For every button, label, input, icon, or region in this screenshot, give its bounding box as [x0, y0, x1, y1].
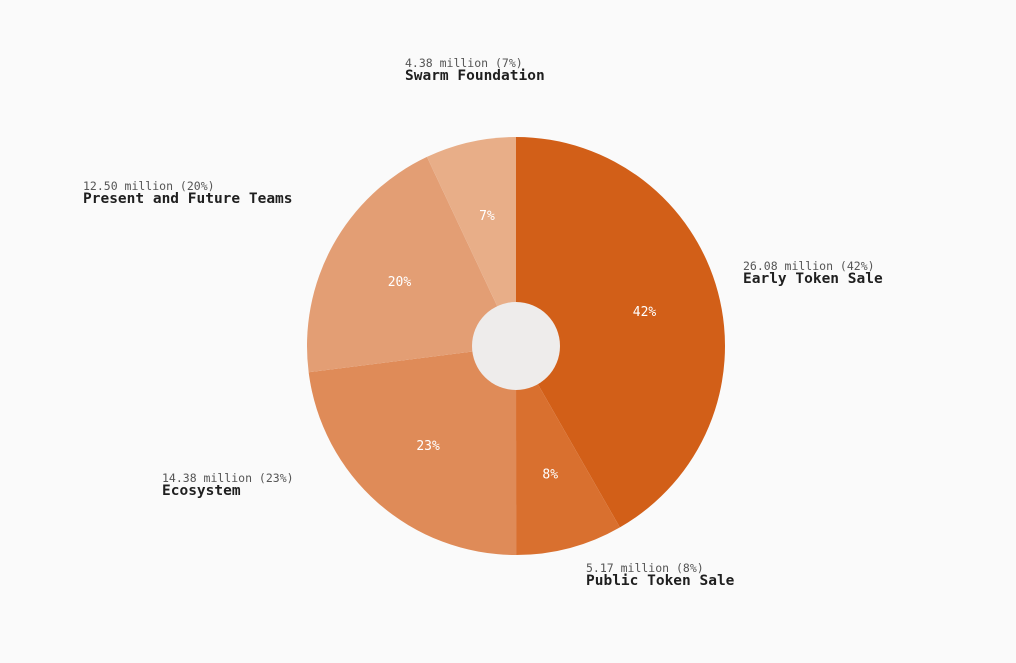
pie-slice-public-token-sale — [516, 346, 620, 555]
slice-amount-text: 12.50 million (20%) — [83, 179, 215, 193]
pie-slice-swarm-foundation — [426, 137, 516, 346]
pie-slice-ecosystem — [308, 346, 517, 556]
slice-percent-label-public-token-sale: 8% — [542, 468, 558, 483]
slice-amount-text: 4.38 million (7%) — [405, 56, 523, 70]
slice-name-text: Present and Future Teams — [83, 191, 293, 207]
slice-percent-label-ecosystem: 23% — [416, 439, 440, 454]
slice-external-label-ecosystem: 14.38 million (23%)Ecosystem — [162, 471, 294, 499]
pie-slice-early-token-sale — [516, 137, 725, 528]
slice-percent-label-present-and-future-teams: 20% — [388, 275, 412, 290]
pie-slices — [306, 137, 725, 556]
slice-external-label-present-and-future-teams: 12.50 million (20%)Present and Future Te… — [83, 179, 293, 207]
slice-percent-label-early-token-sale: 42% — [633, 305, 657, 320]
slice-external-label-public-token-sale: 5.17 million (8%)Public Token Sale — [586, 561, 735, 589]
slice-name-text: Ecosystem — [162, 483, 241, 499]
slice-name-text: Swarm Foundation — [405, 68, 545, 84]
slice-external-label-swarm-foundation: 4.38 million (7%)Swarm Foundation — [405, 56, 545, 84]
slice-percent-labels: 42% 8% 23% 20% 7% — [388, 209, 657, 482]
slice-external-labels: 26.08 million (42%)Early Token Sale 5.17 … — [83, 56, 883, 589]
slice-external-label-early-token-sale: 26.08 million (42%)Early Token Sale — [743, 259, 883, 287]
pie-slice-present-and-future-teams — [306, 156, 516, 373]
slice-name-text: Public Token Sale — [586, 573, 735, 589]
slice-amount-text: 14.38 million (23%) — [162, 471, 294, 485]
slice-percent-label-swarm-foundation: 7% — [479, 209, 495, 224]
slice-amount-text: 5.17 million (8%) — [586, 561, 704, 575]
slice-name-text: Early Token Sale — [743, 271, 883, 287]
donut-center-hole — [472, 302, 560, 390]
slice-amount-text: 26.08 million (42%) — [743, 259, 875, 273]
